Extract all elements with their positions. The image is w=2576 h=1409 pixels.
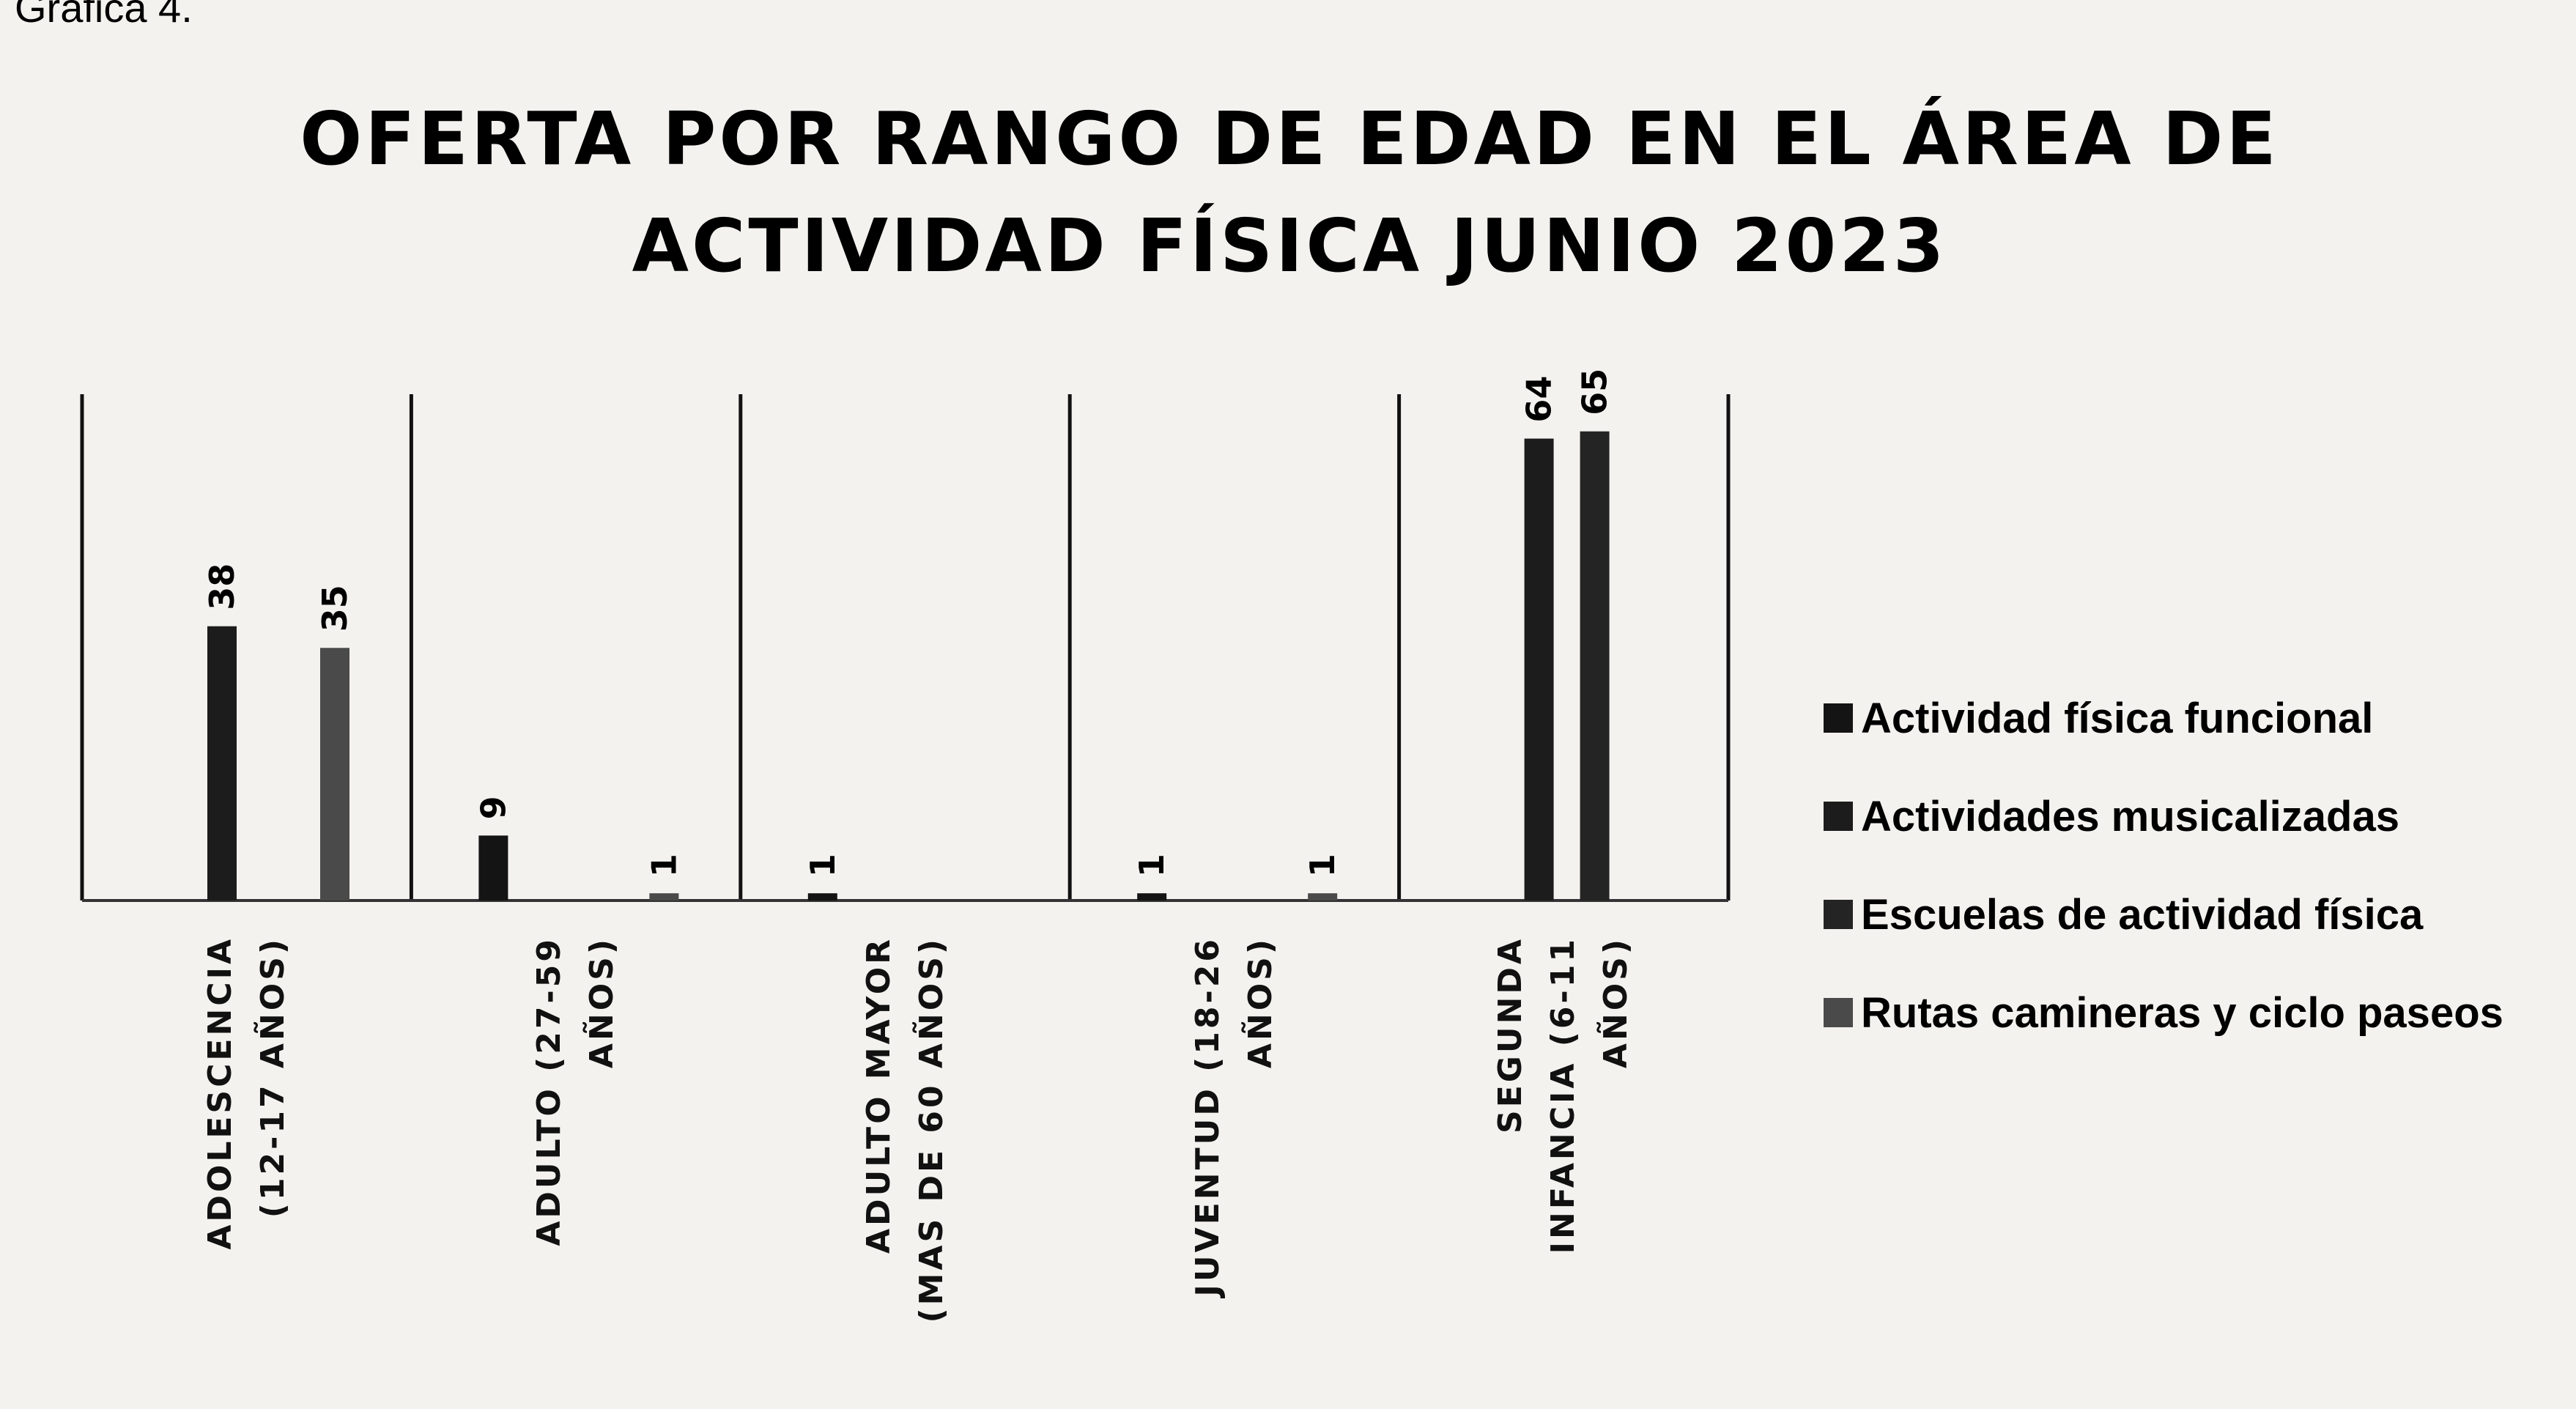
legend-label: Rutas camineras y ciclo paseos	[1861, 989, 2503, 1037]
bar	[320, 648, 349, 900]
x-tick-label: ADULTO (27-59 AÑOS)	[530, 936, 621, 1246]
legend-swatch	[1824, 998, 1853, 1027]
data-label: 9	[473, 796, 513, 819]
x-tick-label: JUVENTUD (18-26 AÑOS)	[1188, 936, 1279, 1297]
bar	[807, 893, 837, 900]
legend-swatch	[1824, 900, 1853, 929]
caption: Gráfica 4.	[15, 0, 193, 31]
data-label: 38	[202, 563, 242, 610]
bar	[1580, 431, 1610, 900]
data-label: 1	[644, 854, 684, 877]
x-tick-label: ADOLESCENCIA (12-17 AÑOS)	[201, 936, 292, 1250]
legend-label: Escuelas de actividad física	[1861, 891, 2424, 939]
bar	[649, 893, 679, 900]
legend-swatch	[1824, 703, 1853, 733]
data-label: 1	[1132, 854, 1172, 877]
bar	[478, 835, 508, 900]
legend-label: Actividad física funcional	[1861, 695, 2373, 742]
bar	[207, 626, 237, 900]
data-label: 35	[315, 585, 355, 632]
legend-label: Actividades musicalizadas	[1861, 793, 2399, 840]
data-label: 1	[1303, 854, 1342, 877]
bar	[1308, 893, 1338, 900]
bar	[1137, 893, 1167, 900]
data-label: 65	[1575, 369, 1615, 415]
x-tick-label: ADULTO MAYOR (MAS DE 60 AÑOS)	[859, 936, 950, 1323]
chart-title: OFERTA POR RANGO DE EDAD EN EL ÁREA DE AC…	[300, 96, 2279, 289]
data-label: 1	[803, 854, 843, 877]
x-tick-label: SEGUNDA INFANCIA (6-11 AÑOS)	[1492, 936, 1635, 1254]
data-label: 64	[1520, 376, 1559, 423]
legend-swatch	[1824, 802, 1853, 831]
bar	[1524, 438, 1554, 900]
